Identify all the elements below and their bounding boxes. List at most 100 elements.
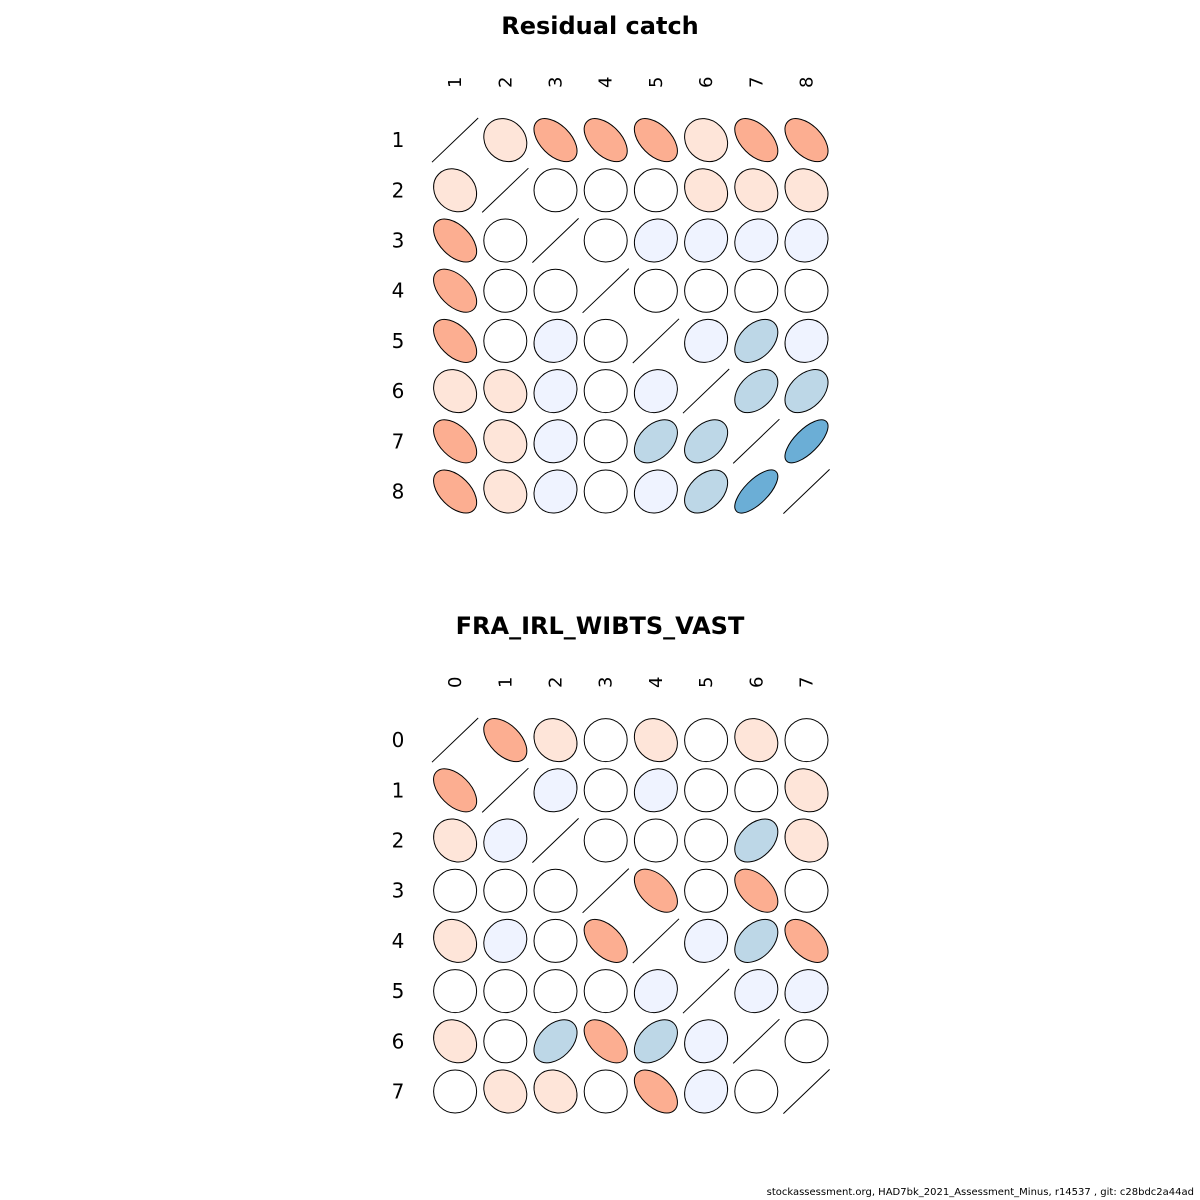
correlation-ellipse xyxy=(633,268,678,313)
correlation-ellipse xyxy=(633,118,678,163)
diagonal-line-mark xyxy=(532,218,579,263)
correlation-ellipse xyxy=(784,218,829,263)
diagonal-line-mark xyxy=(481,167,529,213)
correlation-ellipse xyxy=(583,718,628,763)
correlation-ellipse xyxy=(784,1019,829,1064)
correlation-ellipse xyxy=(684,268,729,313)
row-label: 7 xyxy=(392,429,405,453)
correlation-ellipse xyxy=(483,1019,528,1064)
correlation-ellipse xyxy=(433,768,478,813)
correlation-ellipse xyxy=(433,168,478,213)
diagonal-line-mark xyxy=(632,918,680,964)
correlation-ellipse xyxy=(433,218,478,263)
correlation-ellipse xyxy=(433,318,478,363)
correlation-ellipse xyxy=(483,469,528,514)
correlation-ellipse xyxy=(533,718,578,763)
correlation-ellipse xyxy=(684,318,729,363)
correlation-ellipse xyxy=(684,1069,729,1114)
row-label: 2 xyxy=(392,178,405,202)
correlation-ellipse xyxy=(633,1019,678,1064)
row-label: 6 xyxy=(392,379,405,403)
correlation-ellipse xyxy=(433,818,478,863)
correlation-ellipse xyxy=(633,718,678,763)
correlation-ellipse xyxy=(433,918,478,963)
correlation-ellipse xyxy=(583,969,628,1014)
correlation-ellipse xyxy=(583,369,628,414)
correlation-ellipse xyxy=(684,1019,729,1064)
correlation-ellipse xyxy=(784,118,829,163)
correlation-ellipse xyxy=(533,118,578,163)
diagonal-line-mark xyxy=(431,117,479,163)
correlation-ellipse xyxy=(433,969,478,1014)
correlation-ellipse xyxy=(784,168,829,213)
correlation-ellipse xyxy=(784,419,829,464)
row-label: 5 xyxy=(392,329,405,353)
chart-title: FRA_IRL_WIBTS_VAST xyxy=(456,612,745,640)
correlation-ellipse xyxy=(633,768,678,813)
diagonal-line-mark xyxy=(532,818,579,863)
correlation-ellipse xyxy=(433,469,478,514)
correlation-ellipse xyxy=(734,868,779,913)
correlation-ellipse xyxy=(734,818,779,863)
diagonal-line-mark xyxy=(732,1018,780,1064)
column-label: 6 xyxy=(746,677,767,688)
correlation-ellipse xyxy=(684,818,729,863)
correlation-ellipse xyxy=(483,369,528,414)
correlation-ellipse xyxy=(583,818,628,863)
fra-irl-wibts-vast-correlation-panel: FRA_IRL_WIBTS_VAST 0 1 2 3 4 5 6 7 0 1 2 3 4 5 6 7 xyxy=(392,612,830,1114)
column-label: 7 xyxy=(746,77,767,88)
row-label: 5 xyxy=(392,979,405,1003)
correlation-ellipse xyxy=(684,419,729,464)
correlation-ellipse xyxy=(784,918,829,963)
diagonal-line-mark xyxy=(783,1069,830,1114)
correlation-ellipse xyxy=(583,1069,628,1114)
correlation-ellipse xyxy=(684,918,729,963)
column-label: 5 xyxy=(646,77,667,88)
diagonal-line-mark xyxy=(481,767,529,813)
correlation-ellipse xyxy=(684,168,729,213)
row-label: 3 xyxy=(392,229,405,253)
correlation-ellipse xyxy=(583,118,628,163)
correlation-ellipse xyxy=(734,1069,779,1114)
correlation-ellipse xyxy=(583,469,628,514)
correlation-ellipse xyxy=(784,868,829,913)
correlation-ellipse xyxy=(734,168,779,213)
correlation-ellipse xyxy=(784,369,829,414)
column-label: 0 xyxy=(445,677,466,688)
correlation-ellipse xyxy=(583,1019,628,1064)
diagonal-line-mark xyxy=(632,318,680,364)
diagonal-line-mark xyxy=(582,868,630,914)
diagonal-line-mark xyxy=(783,469,830,514)
row-label: 0 xyxy=(392,728,405,752)
correlation-ellipse xyxy=(483,118,528,163)
correlation-ellipse xyxy=(734,469,779,514)
correlation-ellipse xyxy=(633,818,678,863)
correlation-ellipse xyxy=(734,118,779,163)
diagonal-line-mark xyxy=(682,968,730,1014)
diagonal-line-mark xyxy=(582,268,630,314)
column-label: 1 xyxy=(495,677,516,688)
footer-text: stockassessment.org, HAD7bk_2021_Assessm… xyxy=(766,1187,1194,1198)
column-label: 2 xyxy=(495,77,516,88)
diagonal-line-mark xyxy=(732,418,780,464)
correlation-ellipse xyxy=(583,218,628,263)
correlation-ellipse xyxy=(684,218,729,263)
correlation-ellipse xyxy=(433,1069,478,1114)
row-label: 2 xyxy=(392,829,405,853)
chart-title: Residual catch xyxy=(501,12,699,40)
correlation-ellipse xyxy=(684,469,729,514)
correlation-ellipse xyxy=(784,818,829,863)
correlation-ellipse xyxy=(533,318,578,363)
column-label: 8 xyxy=(797,77,818,88)
correlation-ellipse xyxy=(633,1069,678,1114)
correlation-ellipse xyxy=(483,818,528,863)
column-label: 1 xyxy=(445,77,466,88)
column-label: 2 xyxy=(546,677,567,688)
correlation-ellipse xyxy=(533,969,578,1014)
correlation-ellipse xyxy=(734,268,779,313)
row-label: 4 xyxy=(392,279,405,303)
correlation-ellipse xyxy=(533,1069,578,1114)
correlation-ellipse xyxy=(583,318,628,363)
correlation-ellipse xyxy=(784,718,829,763)
correlation-ellipse xyxy=(734,369,779,414)
